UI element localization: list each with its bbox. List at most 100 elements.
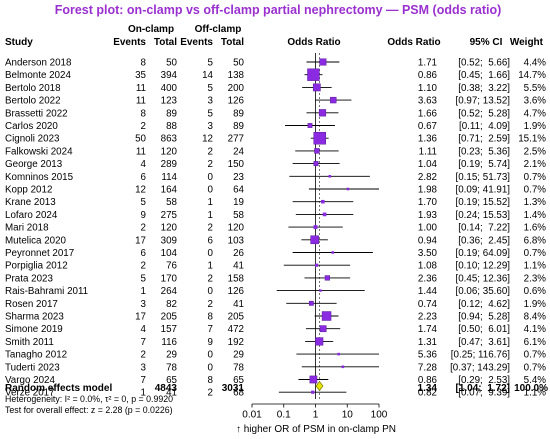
summary-total-2: 3031 <box>222 383 245 394</box>
ci-brassetti-2022: [0.52; 5.28] <box>458 108 510 119</box>
or-belmonte-2024: 0.86 <box>418 70 438 81</box>
ci-belmonte-2024: [0.45; 1.66] <box>458 70 510 81</box>
study-name-mutelica-2020: Mutelica 2020 <box>5 235 67 246</box>
events-1-falkowski-2024: 11 <box>136 146 146 157</box>
heterogeneity-text: Heterogeneity: I² = 0.0%, τ² = 0, p = 0.… <box>5 394 173 404</box>
ci-falkowski-2024: [0.23; 5.36] <box>458 146 510 157</box>
x-axis: 0.01 0.1 1 10 100 <box>242 403 388 421</box>
point-peyronnet-2017 <box>331 251 335 254</box>
study-name-rosen-2017: Rosen 2017 <box>5 299 58 310</box>
total-1-komninos-2015: 114 <box>161 172 177 183</box>
weight-vargo-2024: 5.4% <box>524 375 547 386</box>
events-2-vargo-2024: 8 <box>208 375 214 386</box>
ci-anderson-2018: [0.52; 5.66] <box>458 58 510 69</box>
point-prata-2023 <box>324 275 330 281</box>
events-2-tanagho-2012: 0 <box>208 350 214 361</box>
ci-peyronnet-2017: [0.19; 64.09] <box>456 248 511 259</box>
or-verze-2017: 0.82 <box>418 388 437 399</box>
point-porpiglia-2012 <box>314 263 319 267</box>
events-1-vargo-2024: 7 <box>141 375 146 386</box>
total-2-simone-2019: 472 <box>228 324 244 335</box>
or-lofaro-2024: 1.93 <box>418 210 438 221</box>
total-1-mari-2018: 120 <box>161 223 178 234</box>
summary-weight: 100.0% <box>514 383 548 394</box>
plot-marks <box>276 53 379 399</box>
events-1-porpiglia-2012: 2 <box>141 261 146 272</box>
total-1-sharma-2023: 205 <box>161 312 178 323</box>
ci-vargo-2024: [0.29; 2.53] <box>458 375 510 386</box>
study-name-mari-2018: Mari 2018 <box>5 223 49 234</box>
x-tick-label-3: 10 <box>342 410 354 421</box>
total-1-belmonte-2024: 394 <box>161 70 178 81</box>
events-2-tuderti-2023: 0 <box>208 362 214 373</box>
total-2-tanagho-2012: 29 <box>233 350 244 361</box>
study-name-peyronnet-2017: Peyronnet 2017 <box>5 248 74 259</box>
header-study: Study <box>5 37 33 48</box>
header-odds-ratio: Odds Ratio <box>387 37 440 48</box>
events-2-belmonte-2024: 14 <box>202 70 213 81</box>
or-kopp-2012: 1.98 <box>418 185 438 196</box>
total-1-kopp-2012: 164 <box>161 185 178 196</box>
total-2-porpiglia-2012: 41 <box>233 261 244 272</box>
study-name-brassetti-2022: Brassetti 2022 <box>5 108 68 119</box>
ci-mari-2018: [0.14; 7.22] <box>458 223 510 234</box>
study-name-bertolo-2018: Bertolo 2018 <box>5 83 61 94</box>
point-mari-2018 <box>313 225 318 230</box>
weight-peyronnet-2017: 0.7% <box>524 248 547 259</box>
total-2-tuderti-2023: 78 <box>233 362 244 373</box>
weight-lofaro-2024: 1.4% <box>524 210 547 221</box>
total-2-verze-2017: 68 <box>233 388 244 399</box>
study-name-vargo-2024: Vargo 2024 <box>5 375 55 386</box>
x-tick-label-4: 100 <box>371 410 388 421</box>
weight-mari-2018: 1.6% <box>524 223 547 234</box>
events-2-bertolo-2022: 3 <box>208 96 214 107</box>
events-1-belmonte-2024: 35 <box>135 70 146 81</box>
events-2-sharma-2023: 8 <box>208 312 214 323</box>
total-1-bertolo-2022: 123 <box>161 96 178 107</box>
total-2-brassetti-2022: 89 <box>233 108 244 119</box>
weight-kopp-2012: 0.7% <box>524 185 547 196</box>
events-2-peyronnet-2017: 0 <box>208 248 214 259</box>
ci-simone-2019: [0.50; 6.01] <box>458 324 510 335</box>
overall-test-text: Test for overall effect: z = 2.28 (p = 0… <box>5 405 173 415</box>
point-sharma-2023 <box>321 311 332 321</box>
ci-bertolo-2022: [0.97; 13.52] <box>456 96 511 107</box>
events-1-verze-2017: 1 <box>141 388 146 399</box>
study-name-bertolo-2022: Bertolo 2022 <box>5 96 61 107</box>
total-1-carlos-2020: 88 <box>166 121 177 132</box>
events-2-brassetti-2022: 5 <box>208 108 214 119</box>
total-2-rosen-2017: 41 <box>233 299 244 310</box>
point-belmonte-2024 <box>307 68 320 81</box>
study-name-smith-2011: Smith 2011 <box>5 337 54 348</box>
events-2-carlos-2020: 3 <box>208 121 214 132</box>
or-rais-bahrami-2011: 1.44 <box>418 286 438 297</box>
total-1-prata-2023: 170 <box>161 273 178 284</box>
point-krane-2013 <box>321 199 325 204</box>
summary-ci: [1.04; 1.72] <box>456 383 510 394</box>
weight-smith-2011: 6.1% <box>524 337 547 348</box>
total-1-vargo-2024: 65 <box>166 375 177 386</box>
ci-tuderti-2023: [0.37; 143.29] <box>450 362 510 373</box>
study-name-rais-bahrami-2011: Rais-Bahrami 2011 <box>5 286 88 297</box>
events-2-mutelica-2020: 6 <box>208 235 214 246</box>
events-1-bertolo-2018: 11 <box>136 83 146 94</box>
ci-george-2013: [0.19; 5.74] <box>458 159 510 170</box>
x-tick-label-1: 0.1 <box>277 410 291 421</box>
or-anderson-2018: 1.71 <box>418 58 437 69</box>
total-2-peyronnet-2017: 26 <box>233 248 244 259</box>
or-simone-2019: 1.74 <box>418 324 438 335</box>
weight-bertolo-2018: 5.5% <box>524 83 547 94</box>
events-1-sharma-2023: 17 <box>135 312 146 323</box>
events-1-cignoli-2023: 50 <box>135 134 146 145</box>
or-bertolo-2018: 1.10 <box>418 83 438 94</box>
study-name-george-2013: George 2013 <box>5 159 63 170</box>
x-tick-label-0: 0.01 <box>242 410 262 421</box>
total-2-lofaro-2024: 58 <box>233 210 244 221</box>
header-total-2: Total <box>221 37 244 48</box>
total-2-vargo-2024: 65 <box>233 375 244 386</box>
weight-belmonte-2024: 14.7% <box>518 70 546 81</box>
study-name-prata-2023: Prata 2023 <box>5 273 53 284</box>
events-1-rosen-2017: 3 <box>141 299 147 310</box>
point-bertolo-2022 <box>330 96 337 104</box>
